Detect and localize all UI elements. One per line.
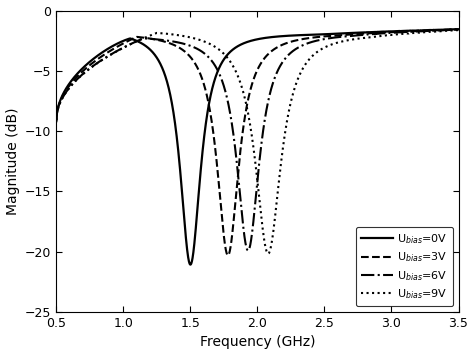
U$_{bias}$=0V <box>188 262 193 267</box>
U$_{bias}$=3V <box>444 28 450 32</box>
U$_{bias}$=3V <box>444 28 450 32</box>
Line: U$_{bias}$=6V: U$_{bias}$=6V <box>56 29 458 251</box>
Legend: U$_{bias}$=0V, U$_{bias}$=3V, U$_{bias}$=6V, U$_{bias}$=9V: U$_{bias}$=0V, U$_{bias}$=3V, U$_{bias}$… <box>356 227 453 306</box>
U$_{bias}$=9V <box>238 83 244 88</box>
U$_{bias}$=6V <box>74 77 80 82</box>
U$_{bias}$=3V <box>249 82 255 86</box>
U$_{bias}$=9V <box>249 134 255 138</box>
U$_{bias}$=9V <box>455 28 460 32</box>
U$_{bias}$=6V <box>456 27 461 32</box>
Line: U$_{bias}$=3V: U$_{bias}$=3V <box>56 29 458 255</box>
U$_{bias}$=0V <box>444 27 450 32</box>
U$_{bias}$=0V <box>74 72 80 76</box>
U$_{bias}$=6V <box>444 28 450 32</box>
U$_{bias}$=6V <box>455 27 460 32</box>
U$_{bias}$=3V <box>225 253 231 257</box>
U$_{bias}$=9V <box>444 29 450 33</box>
U$_{bias}$=6V <box>370 32 376 36</box>
U$_{bias}$=0V <box>238 42 244 47</box>
U$_{bias}$=9V <box>444 29 450 33</box>
U$_{bias}$=3V <box>74 75 80 79</box>
U$_{bias}$=9V <box>265 251 271 256</box>
U$_{bias}$=6V <box>238 205 244 209</box>
U$_{bias}$=9V <box>370 35 376 39</box>
U$_{bias}$=6V <box>54 118 59 122</box>
U$_{bias}$=3V <box>455 27 460 32</box>
U$_{bias}$=6V <box>245 248 251 253</box>
U$_{bias}$=9V <box>456 28 461 32</box>
X-axis label: Frequency (GHz): Frequency (GHz) <box>200 335 315 349</box>
U$_{bias}$=9V <box>54 118 59 122</box>
U$_{bias}$=0V <box>370 30 376 34</box>
U$_{bias}$=9V <box>74 77 80 82</box>
U$_{bias}$=3V <box>54 118 59 122</box>
Line: U$_{bias}$=9V: U$_{bias}$=9V <box>56 30 458 253</box>
U$_{bias}$=3V <box>456 27 461 32</box>
U$_{bias}$=0V <box>444 27 450 32</box>
Y-axis label: Magnitude (dB): Magnitude (dB) <box>6 108 19 215</box>
U$_{bias}$=0V <box>249 38 255 43</box>
Line: U$_{bias}$=0V: U$_{bias}$=0V <box>56 29 458 264</box>
U$_{bias}$=0V <box>455 27 460 31</box>
U$_{bias}$=6V <box>444 28 450 32</box>
U$_{bias}$=0V <box>54 119 59 123</box>
U$_{bias}$=3V <box>238 140 244 144</box>
U$_{bias}$=0V <box>456 27 461 31</box>
U$_{bias}$=3V <box>370 31 376 35</box>
U$_{bias}$=6V <box>249 231 255 235</box>
